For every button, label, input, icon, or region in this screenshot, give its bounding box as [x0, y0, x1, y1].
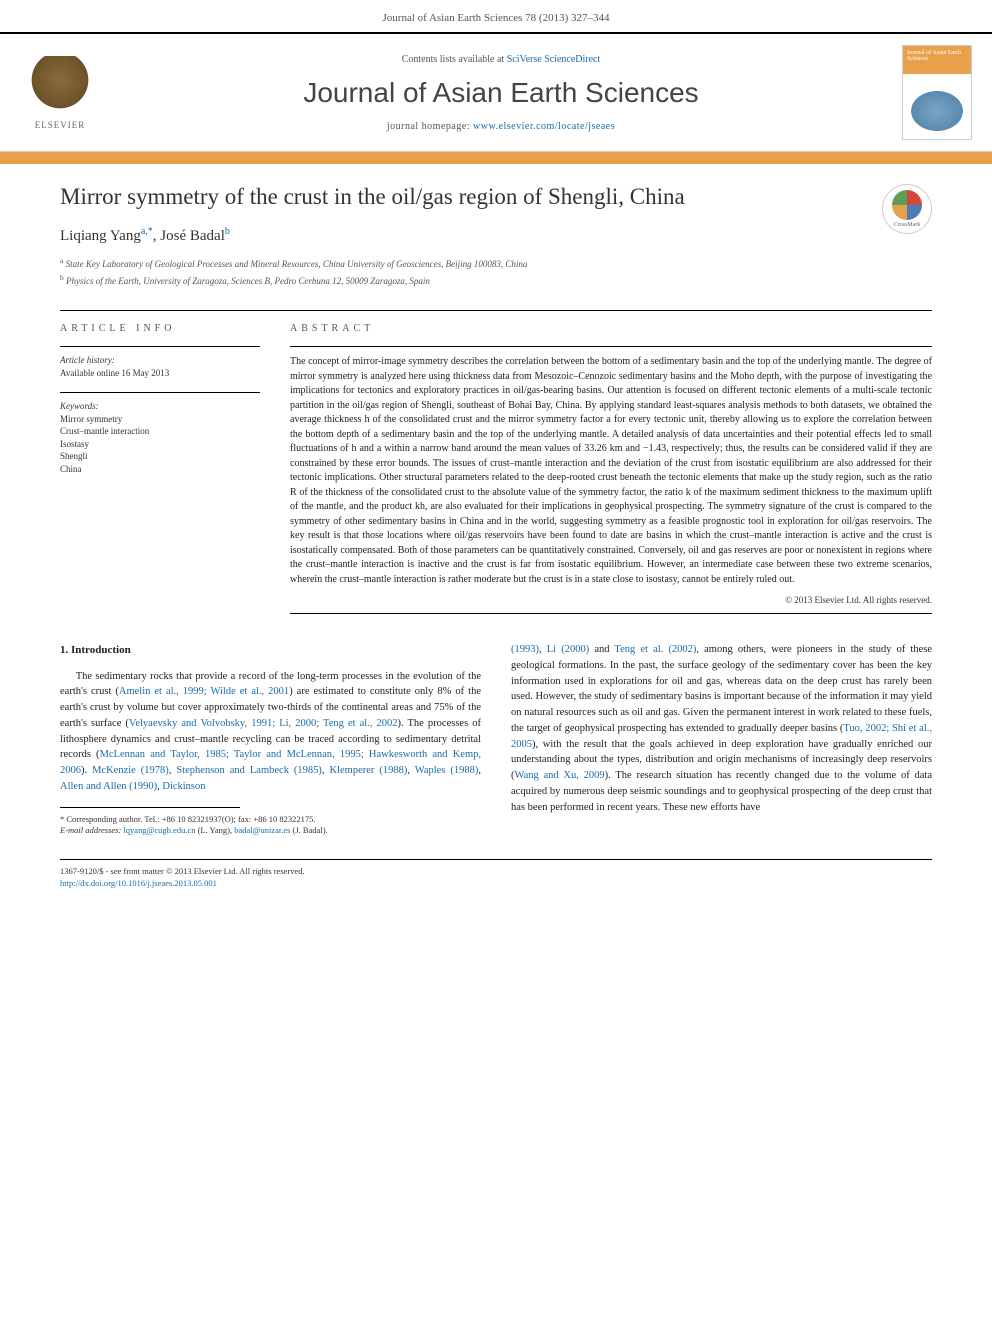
keyword-item: Shengli	[60, 450, 260, 463]
abstract-column: ABSTRACT The concept of mirror-image sym…	[290, 323, 932, 622]
citation-link[interactable]: Li (2000)	[547, 644, 589, 655]
article-header: Mirror symmetry of the crust in the oil/…	[0, 164, 992, 298]
citation-link[interactable]: (1993)	[511, 644, 539, 655]
banner-center: Contents lists available at SciVerse Sci…	[100, 54, 902, 132]
citation-link[interactable]: Allen and Allen (1990)	[60, 781, 157, 792]
journal-cover-thumbnail: Journal of Asian Earth Sciences	[902, 45, 972, 140]
citation-link[interactable]: McKenzie (1978)	[92, 765, 169, 776]
corresponding-author-footnote: * Corresponding author. Tel.: +86 10 823…	[60, 814, 481, 826]
article-title: Mirror symmetry of the crust in the oil/…	[60, 184, 862, 210]
header-divider	[60, 310, 932, 311]
citation-link[interactable]: Klemperer (1988)	[330, 765, 408, 776]
citation-link[interactable]: Wang and Xu, 2009	[515, 770, 605, 781]
email-footnote: E-mail addresses: lqyang@cugb.edu.cn (L.…	[60, 825, 481, 837]
author-2: José Badal	[160, 228, 225, 244]
email-link[interactable]: lqyang@cugb.edu.cn	[123, 825, 195, 835]
section-1-heading: 1. Introduction	[60, 642, 481, 659]
abstract-text: The concept of mirror-image symmetry des…	[290, 355, 932, 587]
contents-line: Contents lists available at SciVerse Sci…	[100, 54, 902, 65]
crossmark-icon	[892, 190, 922, 220]
author-list: Liqiang Yanga,*, José Badalb	[60, 226, 862, 245]
citation-link[interactable]: Velyaevsky and Volvobsky, 1991; Li, 2000…	[129, 718, 398, 729]
abstract-heading: ABSTRACT	[290, 323, 932, 334]
body-paragraph: The sedimentary rocks that provide a rec…	[60, 669, 481, 795]
citation-link[interactable]: Waples (1988)	[415, 765, 479, 776]
crossmark-badge[interactable]: CrossMark	[882, 184, 932, 234]
affiliations: a State Key Laboratory of Geological Pro…	[60, 255, 862, 288]
citation-link[interactable]: Amelin et al., 1999; Wilde et al., 2001	[119, 686, 289, 697]
issn-line: 1367-9120/$ - see front matter © 2013 El…	[60, 866, 932, 878]
elsevier-label: ELSEVIER	[35, 120, 86, 130]
history-text: Available online 16 May 2013	[60, 367, 260, 380]
citation-link[interactable]: Dickinson	[162, 781, 205, 792]
orange-divider-bar	[0, 152, 992, 164]
body-two-column: 1. Introduction The sedimentary rocks th…	[0, 622, 992, 847]
footnote-separator	[60, 807, 240, 808]
homepage-link[interactable]: www.elsevier.com/locate/jseaes	[473, 121, 615, 132]
homepage-line: journal homepage: www.elsevier.com/locat…	[100, 121, 902, 132]
body-right-column: (1993), Li (2000) and Teng et al. (2002)…	[511, 642, 932, 837]
citation-link[interactable]: Teng et al. (2002)	[614, 644, 696, 655]
info-abstract-row: ARTICLE INFO Article history: Available …	[0, 323, 992, 622]
doi-link[interactable]: http://dx.doi.org/10.1016/j.jseaes.2013.…	[60, 878, 217, 888]
page-footer: 1367-9120/$ - see front matter © 2013 El…	[60, 859, 932, 910]
journal-banner: ELSEVIER Contents lists available at Sci…	[0, 32, 992, 152]
keyword-item: China	[60, 463, 260, 476]
cover-label: Journal of Asian Earth Sciences	[907, 50, 971, 62]
affiliation-a: State Key Laboratory of Geological Proce…	[66, 259, 528, 269]
affiliation-b: Physics of the Earth, University of Zara…	[66, 276, 430, 286]
keyword-item: Isostasy	[60, 438, 260, 451]
citation-link[interactable]: Stephenson and Lambeck (1985)	[176, 765, 322, 776]
email-link[interactable]: badal@unizar.es	[234, 825, 290, 835]
crossmark-label: CrossMark	[894, 222, 921, 228]
journal-name: Journal of Asian Earth Sciences	[100, 77, 902, 109]
article-info-heading: ARTICLE INFO	[60, 323, 260, 334]
elsevier-logo: ELSEVIER	[20, 48, 100, 138]
running-header: Journal of Asian Earth Sciences 78 (2013…	[0, 0, 992, 32]
keyword-item: Crust–mantle interaction	[60, 425, 260, 438]
keywords-label: Keywords:	[60, 401, 260, 411]
citation-text: Journal of Asian Earth Sciences 78 (2013…	[383, 12, 610, 24]
body-paragraph: (1993), Li (2000) and Teng et al. (2002)…	[511, 642, 932, 815]
sciencedirect-link[interactable]: SciVerse ScienceDirect	[507, 54, 601, 65]
author-1: Liqiang Yang	[60, 228, 141, 244]
keyword-item: Mirror symmetry	[60, 413, 260, 426]
abstract-copyright: © 2013 Elsevier Ltd. All rights reserved…	[290, 595, 932, 605]
elsevier-tree-icon	[30, 56, 90, 116]
article-info-column: ARTICLE INFO Article history: Available …	[60, 323, 260, 622]
history-label: Article history:	[60, 355, 260, 365]
body-left-column: 1. Introduction The sedimentary rocks th…	[60, 642, 481, 837]
